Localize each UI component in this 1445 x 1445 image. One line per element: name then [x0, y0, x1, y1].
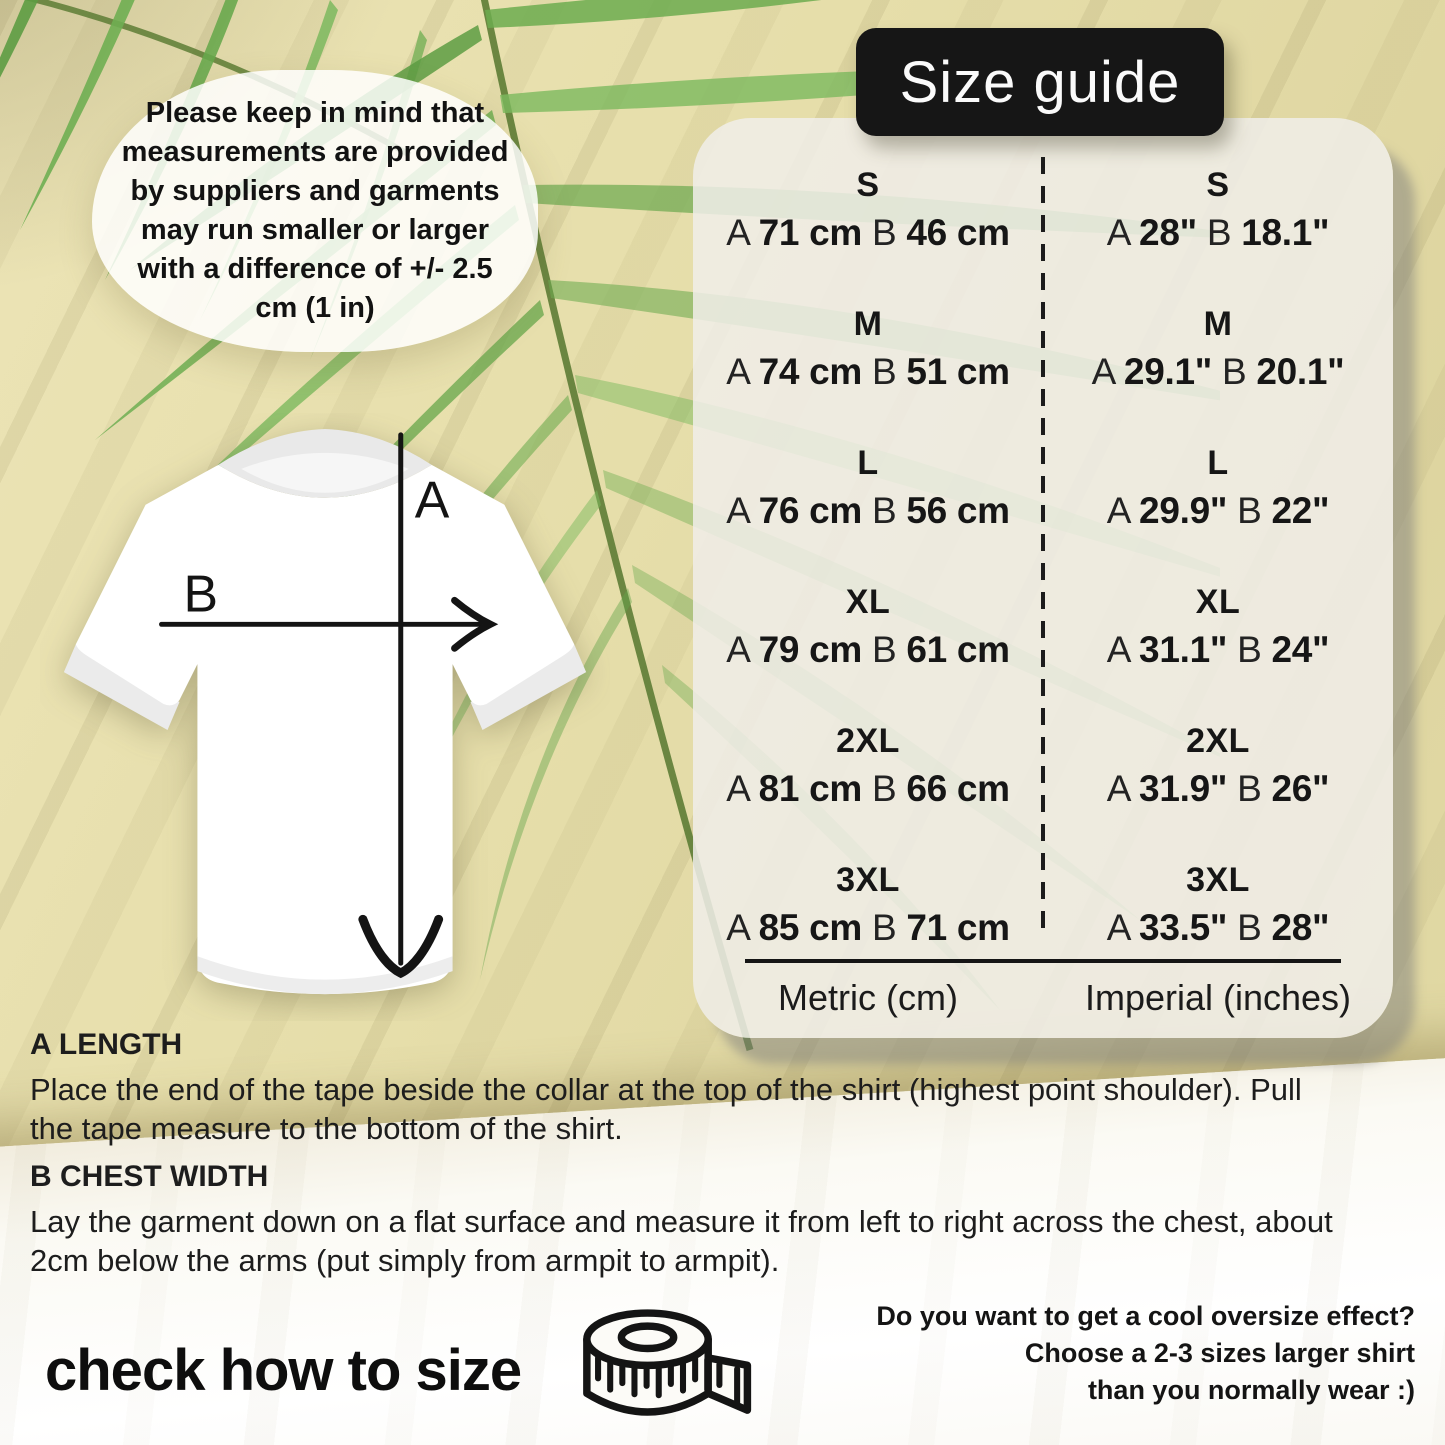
- length-body: Place the end of the tape beside the col…: [30, 1072, 1302, 1146]
- size-values: A 74 cm B 51 cm: [726, 351, 1010, 392]
- chest-heading: B CHEST WIDTH: [30, 1160, 269, 1193]
- size-row: 2XL A 81 cm B 66 cm: [693, 721, 1043, 811]
- imperial-units-label: Imperial (inches): [1084, 977, 1352, 1018]
- cta-row: check how to size: [45, 1300, 755, 1440]
- length-arrowhead: [358, 914, 444, 979]
- size-values: A 79 cm B 61 cm: [726, 629, 1010, 670]
- chest-arrowhead: [451, 596, 499, 652]
- chest-letter: B: [183, 564, 218, 622]
- cta-text: check how to size: [45, 1337, 522, 1403]
- units-separator-line: [745, 959, 1341, 963]
- oversize-tip-line: than you normally wear :): [1087, 1375, 1415, 1405]
- metric-units-label: Metric (cm): [778, 977, 958, 1018]
- size-label: XL: [1195, 583, 1241, 621]
- size-row: S A 28" B 18.1": [1043, 165, 1393, 255]
- size-values: A 76 cm B 56 cm: [726, 490, 1010, 531]
- size-label: S: [856, 166, 880, 204]
- size-label: M: [853, 305, 883, 343]
- notice-text: Please keep in mind that measurements ar…: [121, 97, 509, 324]
- size-row: 3XL A 85 cm B 71 cm: [693, 860, 1043, 950]
- measuring-instructions: A LENGTH Place the end of the tape besid…: [30, 1028, 1340, 1292]
- measuring-tape-icon: [583, 1309, 752, 1416]
- oversize-tip-line: Choose a 2-3 sizes larger shirt: [1024, 1338, 1415, 1368]
- size-row: L A 29.9" B 22": [1043, 443, 1393, 533]
- size-row: 3XL A 33.5" B 28": [1043, 860, 1393, 950]
- metric-column: S A 71 cm B 46 cm M A 74 cm B 51 cm L A …: [693, 165, 1043, 950]
- size-values: A 81 cm B 66 cm: [726, 768, 1010, 809]
- size-label: 2XL: [1186, 722, 1250, 760]
- size-values: A 31.1" B 24": [1106, 629, 1330, 670]
- size-values: A 28" B 18.1": [1106, 212, 1330, 253]
- size-row: M A 74 cm B 51 cm: [693, 304, 1043, 394]
- size-label: 3XL: [836, 861, 900, 899]
- size-row: 2XL A 31.9" B 26": [1043, 721, 1393, 811]
- size-guide-title-box: Size guide: [856, 28, 1224, 136]
- size-row: M A 29.1" B 20.1": [1043, 304, 1393, 394]
- size-row: S A 71 cm B 46 cm: [693, 165, 1043, 255]
- imperial-column: S A 28" B 18.1" M A 29.1" B 20.1" L A 29…: [1043, 165, 1393, 950]
- length-letter: A: [415, 471, 450, 529]
- notice-bubble: Please keep in mind that measurements ar…: [92, 70, 538, 352]
- oversize-tip-line: Do you want to get a cool oversize effec…: [876, 1301, 1415, 1331]
- size-values: A 85 cm B 71 cm: [726, 907, 1010, 948]
- size-row: XL A 79 cm B 61 cm: [693, 582, 1043, 672]
- size-guide-panel: S A 71 cm B 46 cm M A 74 cm B 51 cm L A …: [693, 118, 1393, 1038]
- size-label: XL: [845, 583, 891, 621]
- size-label: M: [1203, 305, 1233, 343]
- size-row: XL A 31.1" B 24": [1043, 582, 1393, 672]
- size-guide-title: Size guide: [899, 49, 1181, 115]
- oversize-tip: Do you want to get a cool oversize effec…: [775, 1298, 1415, 1409]
- size-label: 3XL: [1186, 861, 1250, 899]
- size-values: A 29.9" B 22": [1106, 490, 1330, 531]
- tshirt-diagram: A B: [63, 428, 587, 995]
- size-label: L: [1207, 444, 1229, 482]
- size-values: A 29.1" B 20.1": [1091, 351, 1345, 392]
- size-label: 2XL: [836, 722, 900, 760]
- size-values: A 31.9" B 26": [1106, 768, 1330, 809]
- size-label: L: [857, 444, 879, 482]
- size-row: L A 76 cm B 56 cm: [693, 443, 1043, 533]
- size-values: A 33.5" B 28": [1106, 907, 1330, 948]
- size-label: S: [1206, 166, 1230, 204]
- length-heading: A LENGTH: [30, 1028, 183, 1061]
- size-values: A 71 cm B 46 cm: [726, 212, 1010, 253]
- chest-body: Lay the garment down on a flat surface a…: [30, 1204, 1333, 1278]
- column-divider: [1041, 157, 1045, 940]
